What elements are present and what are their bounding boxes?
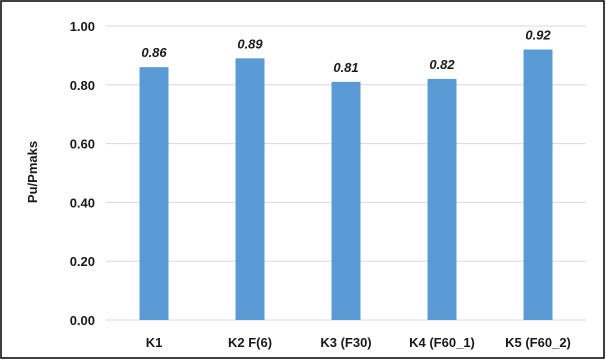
bars	[139, 49, 553, 321]
data-label: 0.92	[525, 28, 551, 43]
y-tick-label: 1.00	[70, 19, 95, 34]
data-label: 0.81	[333, 60, 358, 75]
x-tick-labels: K1 K2 F(6) K3 (F30) K4 (F60_1) K5 (F60_2)	[146, 335, 571, 350]
bar	[427, 78, 457, 320]
y-tick-label: 0.80	[70, 78, 95, 93]
x-tick-label: K3 (F30)	[320, 335, 371, 350]
bar	[139, 67, 169, 320]
data-labels: 0.86 0.89 0.81 0.82 0.92	[141, 28, 551, 75]
bar	[235, 58, 265, 321]
y-tick-label: 0.40	[70, 195, 95, 210]
y-tick-label: 0.20	[70, 254, 95, 269]
y-axis-title: Pu/Pmaks	[25, 141, 40, 203]
bar	[331, 81, 361, 320]
data-label: 0.82	[429, 57, 455, 72]
bar	[523, 49, 553, 321]
x-tick-label: K4 (F60_1)	[409, 335, 475, 350]
x-tick-label: K1	[146, 335, 163, 350]
data-label: 0.89	[237, 36, 263, 51]
y-tick-label: 0.00	[70, 313, 95, 328]
x-tick-label: K2 F(6)	[228, 335, 272, 350]
y-tick-labels: 0.00 0.20 0.40 0.60 0.80 1.00	[70, 19, 95, 328]
x-tick-label: K5 (F60_2)	[505, 335, 571, 350]
y-tick-label: 0.60	[70, 137, 95, 152]
data-label: 0.86	[141, 45, 167, 60]
